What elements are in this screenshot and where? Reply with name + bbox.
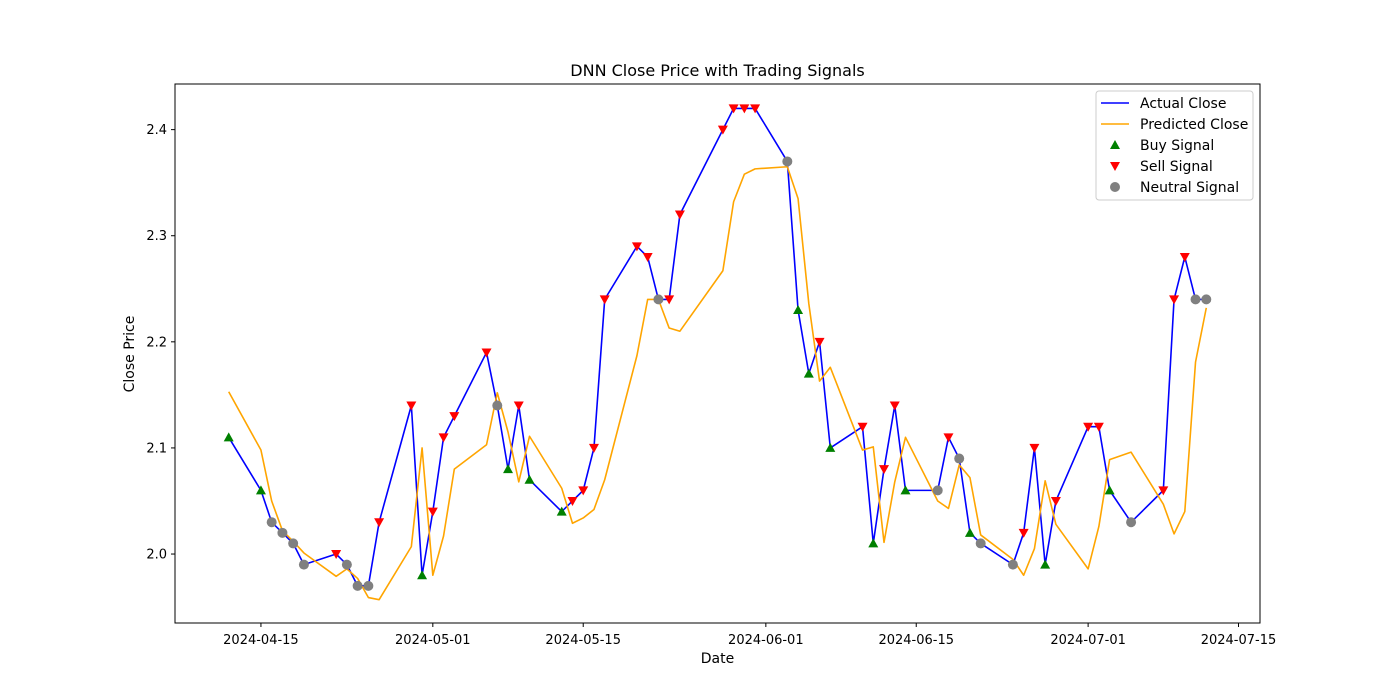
sell-signal-point — [631, 242, 642, 252]
legend-label-sell-signal: Sell Signal — [1140, 159, 1213, 175]
chart-title: DNN Close Price with Trading Signals — [570, 61, 864, 80]
buy-signal-point — [825, 442, 836, 452]
buy-signal-point — [900, 485, 911, 495]
neutral-signal-point — [1190, 294, 1201, 305]
buy-signal-point — [223, 432, 234, 442]
sell-signal-point — [739, 104, 750, 114]
plot-area — [223, 104, 1212, 601]
y-tick-label: 2.2 — [146, 335, 167, 350]
legend-marker-sell-signal — [1110, 162, 1120, 171]
neutral-signal-point — [653, 294, 664, 305]
sell-signal-point — [1018, 528, 1029, 538]
neutral-signal-point — [1007, 559, 1018, 570]
sell-signal-point — [599, 295, 610, 305]
sell-signal-point — [879, 465, 890, 475]
legend-label-buy-signal: Buy Signal — [1140, 138, 1214, 154]
sell-signal-point — [674, 210, 685, 220]
x-tick-label: 2024-07-15 — [1201, 633, 1277, 648]
sell-signal-point — [588, 443, 599, 453]
sell-signal-point — [664, 295, 675, 305]
buy-signal-point — [255, 485, 266, 495]
sell-signal-point — [1029, 443, 1040, 453]
axis-ticks: 2024-04-15 2024-05-01 2024-05-15 2024-06-01… — [146, 123, 1276, 648]
sell-signal-point — [1093, 422, 1104, 432]
x-tick-label: 2024-06-15 — [878, 633, 954, 648]
sell-signal-point — [1169, 295, 1180, 305]
sell-signal-point — [857, 422, 868, 432]
buy-signal-point — [803, 368, 814, 378]
buy-signal-point — [868, 538, 879, 548]
y-tick-label: 2.0 — [146, 548, 167, 563]
sell-signal-point — [642, 252, 653, 262]
plot-frame — [174, 83, 1261, 624]
neutral-signal-point — [277, 527, 288, 538]
neutral-signal-point — [975, 538, 986, 549]
legend-box — [1095, 90, 1254, 201]
sell-signal-point — [728, 104, 739, 114]
sell-signal-point — [1158, 486, 1169, 496]
legend: Actual Close Predicted Close Buy Signal Sel… — [1095, 90, 1254, 201]
buy-signal-point — [417, 570, 428, 580]
buy-signal-point — [964, 527, 975, 537]
x-tick-label: 2024-05-01 — [395, 633, 471, 648]
neutral-signal-point — [298, 559, 309, 570]
x-tick-label: 2024-04-15 — [223, 633, 299, 648]
sell-signal-point — [374, 518, 385, 528]
neutral-signal-point — [363, 580, 374, 591]
sell-signal-point — [406, 401, 417, 411]
x-axis-title: Date — [701, 651, 734, 667]
y-tick-label: 2.1 — [146, 441, 167, 456]
x-tick-label: 2024-05-15 — [545, 633, 621, 648]
neutral-signal-point — [1126, 517, 1137, 528]
neutral-signal-point — [1201, 294, 1212, 305]
x-tick-label: 2024-07-01 — [1050, 633, 1126, 648]
sell-signal-point — [331, 550, 342, 560]
sell-signal-point — [1179, 252, 1190, 262]
sell-signal-point — [750, 104, 761, 114]
y-tick-label: 2.4 — [146, 123, 167, 138]
legend-marker-neutral-signal — [1110, 182, 1120, 192]
sell-signal-point — [943, 433, 954, 443]
sell-signal-point — [1050, 496, 1061, 506]
neutral-signal-point — [341, 559, 352, 570]
sell-signal-point — [578, 486, 589, 496]
series-line-actual-close — [228, 107, 1207, 587]
legend-label-neutral-signal: Neutral Signal — [1140, 180, 1239, 196]
buy-signal-point — [793, 304, 804, 314]
sell-signal-point — [438, 433, 449, 443]
buy-signal-point — [1104, 485, 1115, 495]
sell-signal-point — [513, 401, 524, 411]
buy-signal-point — [503, 464, 514, 474]
sell-signal-point — [889, 401, 900, 411]
neutral-signal-point — [954, 453, 965, 464]
x-tick-label: 2024-06-01 — [728, 633, 804, 648]
neutral-signal-point — [782, 156, 793, 167]
buy-signal-point — [524, 474, 535, 484]
legend-label-actual-close: Actual Close — [1140, 96, 1226, 112]
sell-signal-point — [427, 507, 438, 517]
sell-signal-point — [814, 337, 825, 347]
sell-signal-point — [717, 125, 728, 135]
sell-signal-point — [481, 348, 492, 358]
y-tick-label: 2.3 — [146, 229, 167, 244]
buy-signal-point — [556, 506, 567, 516]
y-axis-title: Close Price — [122, 316, 138, 393]
neutral-signal-point — [288, 538, 299, 549]
legend-label-predicted-close: Predicted Close — [1140, 117, 1248, 133]
neutral-signal-point — [266, 517, 277, 528]
neutral-signal-point — [352, 580, 363, 591]
sell-signal-point — [1083, 422, 1094, 432]
sell-signal-point — [567, 496, 578, 506]
neutral-signal-point — [492, 400, 503, 411]
buy-signal-point — [1040, 559, 1051, 569]
sell-signal-point — [449, 412, 460, 422]
series-line-predicted-close — [228, 165, 1208, 601]
legend-marker-buy-signal — [1110, 140, 1120, 149]
neutral-signal-point — [932, 485, 943, 496]
